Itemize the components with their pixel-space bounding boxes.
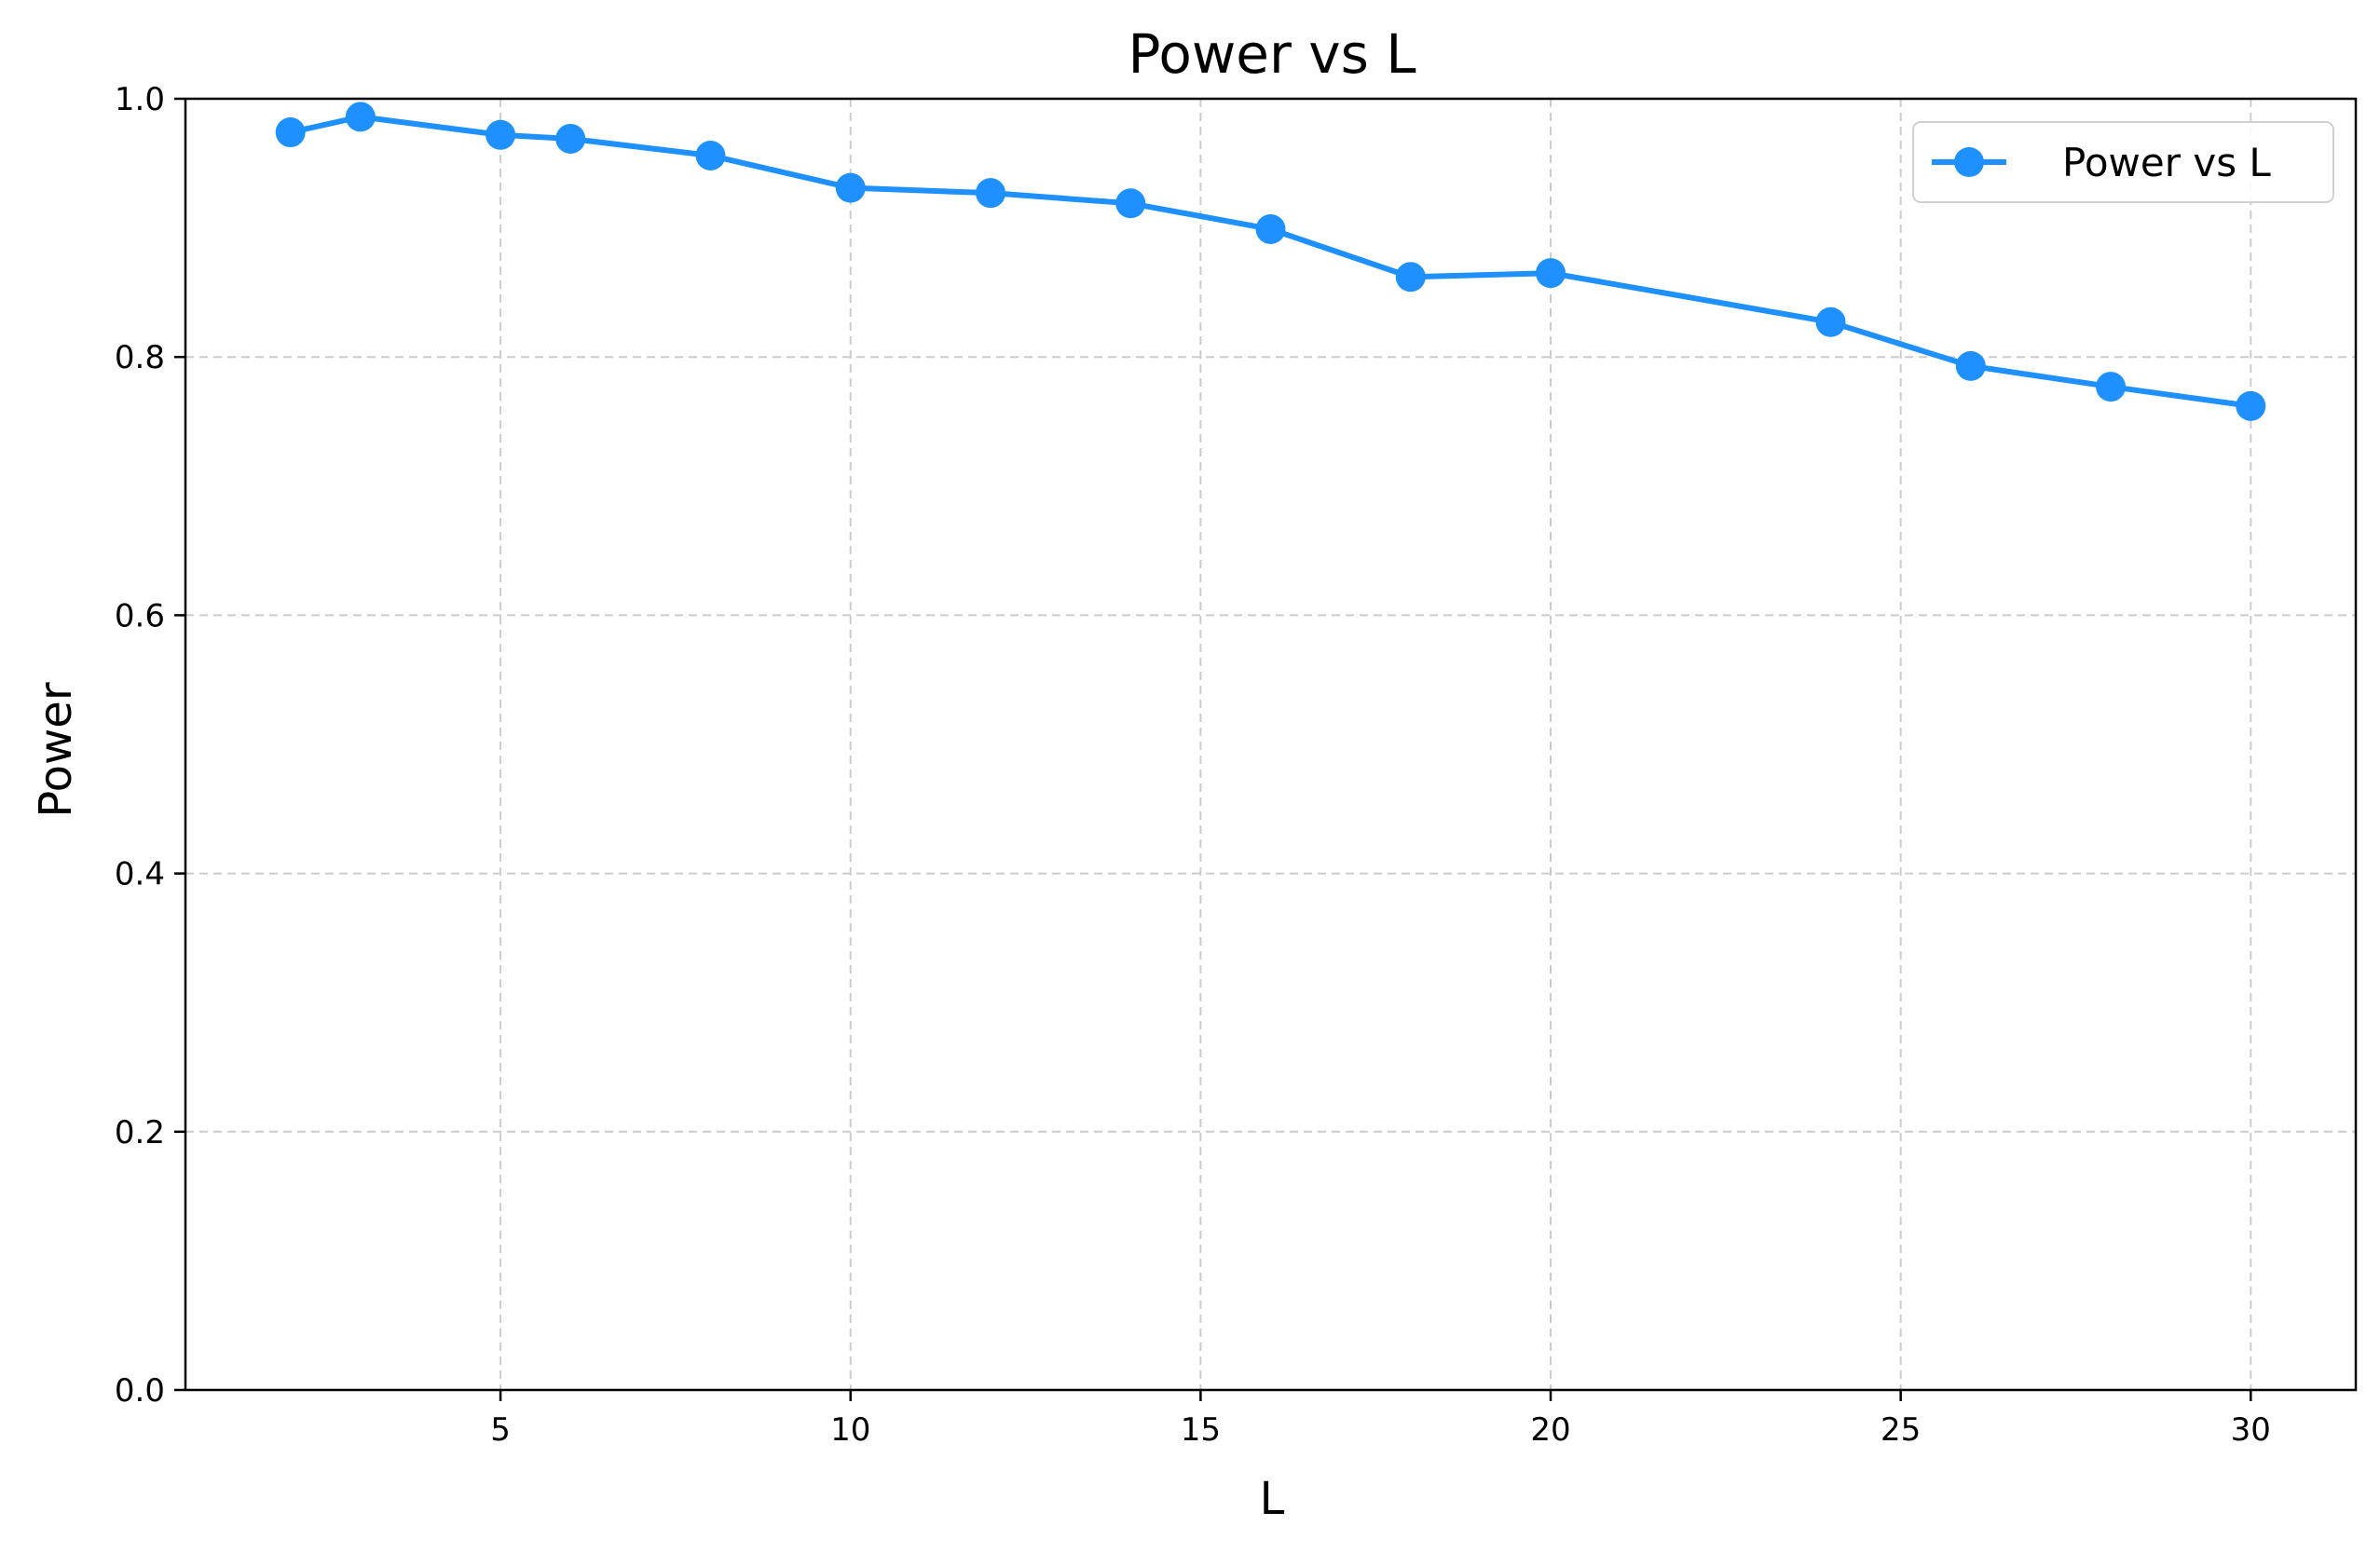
x-tick-label: 10 [830,1411,870,1449]
data-point [1536,258,1566,289]
data-point [555,123,586,154]
chart-title: Power vs L [1128,22,1416,86]
data-point [2096,372,2127,402]
data-point [1255,213,1286,244]
data-point [345,102,376,132]
y-tick-label: 0.2 [115,1114,165,1151]
x-tick-label: 30 [2231,1411,2271,1449]
y-tick-label: 0.6 [115,597,165,634]
data-point [1395,262,1426,293]
grid [185,99,2356,1390]
data-point [486,119,516,150]
data-point [1955,350,1986,381]
series-layer [275,102,2266,421]
legend-box [1912,121,2334,203]
data-point [1115,188,1146,219]
data-point [275,117,306,148]
y-tick-label: 0.0 [115,1372,165,1410]
data-point [975,178,1005,209]
data-point [2236,390,2266,421]
y-axis-label: Power [30,682,82,817]
data-point [1815,307,1846,337]
x-axis-label: L [1260,1473,1285,1525]
x-tick-label: 5 [490,1411,511,1449]
x-tick-label: 25 [1881,1411,1921,1449]
x-tick-label: 20 [1530,1411,1570,1449]
plot-frame [184,97,2358,1392]
y-tick-label: 0.8 [115,339,165,376]
y-axis-ticks: 0.0 0.2 0.4 0.6 0.8 1.0 [115,81,185,1410]
legend-marker-swatch [1954,147,1984,177]
y-tick-label: 0.4 [115,856,165,893]
legend-label: Power vs L [2062,140,2271,185]
y-tick-label: 1.0 [115,81,165,118]
legend: Power vs L [1912,121,2334,203]
x-tick-label: 15 [1181,1411,1221,1449]
data-point [835,172,866,203]
data-point [695,140,726,170]
x-axis-ticks: 5 10 15 20 25 30 [490,1390,2271,1449]
